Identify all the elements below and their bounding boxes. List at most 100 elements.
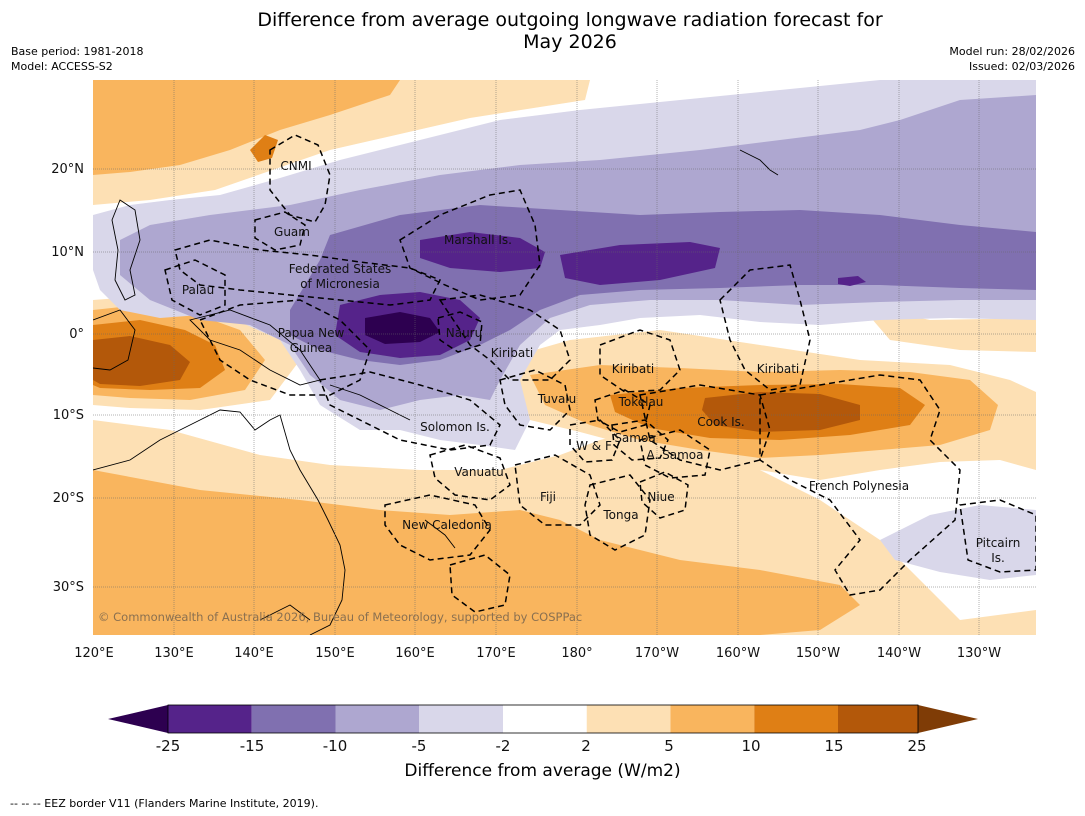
label-new-caledonia: New Caledonia (402, 518, 492, 532)
eez-new-caledonia (384, 494, 491, 561)
anomaly-band-neg15-neg25-north (420, 232, 545, 272)
eez-borders (164, 134, 1036, 613)
eez-marshall (399, 189, 541, 301)
label-american-samoa: A. Samoa (647, 448, 704, 462)
colorbar-segment-6 (586, 705, 671, 733)
label-guam: Guam (274, 225, 310, 239)
eez-wallis-futuna (569, 419, 621, 463)
eez-kiribati-line (719, 264, 811, 391)
longitude-axis: 120°E 130°E 140°E 150°E 160°E 170°E 180°… (74, 646, 1001, 661)
eez-fiji (514, 454, 601, 526)
eez-tokelau (594, 389, 651, 433)
new-zealand-coast (259, 604, 311, 621)
colorbar-tick-2: -15 (240, 737, 265, 755)
copyright-notice: © Commonwealth of Australia 2026, Bureau… (98, 610, 582, 624)
eez-solomon (318, 371, 501, 451)
colorbar-segment-5 (503, 705, 587, 733)
lat-label-20n: 20°N (51, 162, 84, 177)
new-caledonia-coast (424, 519, 456, 549)
issued-date: Issued: 02/03/2026 (968, 60, 1075, 73)
label-vanuatu: Vanuatu (454, 465, 504, 479)
label-tonga: Tonga (602, 508, 638, 522)
anomaly-band-neg2-neg5-pitcairn (880, 505, 1036, 580)
anomaly-band-5-10-south (93, 470, 860, 635)
label-french-polynesia: French Polynesia (809, 479, 909, 493)
label-png-line1: Papua New (278, 326, 345, 340)
model-run: Model run: 28/02/2026 (949, 45, 1075, 58)
lon-label-170w: 170°W (635, 646, 679, 661)
anomaly-band-5-10-north (93, 80, 400, 175)
eez-png (198, 299, 371, 396)
label-marshall-islands: Marshall Is. (444, 233, 512, 247)
lon-label-160e: 160°E (395, 646, 435, 661)
label-samoa: Samoa (614, 431, 655, 445)
colorbar-segment-7 (670, 705, 755, 733)
lat-label-30s: 30°S (53, 580, 84, 595)
eez-guam (254, 211, 306, 251)
eez-pitcairn (959, 499, 1036, 573)
label-pitcairn-line2: Is. (991, 551, 1005, 565)
lat-label-20s: 20°S (53, 491, 84, 506)
label-cook-islands: Cook Is. (697, 415, 744, 429)
map-title-line2: May 2026 (523, 31, 617, 53)
eez-cook-islands (639, 384, 771, 471)
colorbar-lower-extension (108, 705, 168, 733)
colorbar-tick-5: -2 (496, 737, 511, 755)
coastlines (93, 149, 779, 635)
lon-label-180: 180° (561, 646, 592, 661)
colorbar-segment-4 (419, 705, 503, 733)
colorbar-outline (167, 704, 919, 734)
label-tokelau: Tokelau (618, 395, 664, 409)
colorbar-tick-7: 5 (664, 737, 674, 755)
label-kiribati-gilberts: Kiribati (491, 346, 533, 360)
colorbar-tick-3: -10 (323, 737, 348, 755)
lat-label-10n: 10°N (51, 245, 84, 260)
lon-label-160w: 160°W (716, 646, 760, 661)
colorbar-segment-3 (335, 705, 420, 733)
graticule (93, 80, 1036, 635)
lat-label-10s: 10°S (53, 408, 84, 423)
lon-label-150w: 150°W (796, 646, 840, 661)
anomaly-band-15-25-central (702, 392, 860, 432)
model-name: Model: ACCESS-S2 (11, 60, 113, 73)
label-fiji: Fiji (540, 490, 556, 504)
colorbar-tick-8: 10 (741, 737, 760, 755)
label-wallis-futuna: W & F (576, 439, 612, 453)
label-palau: Palau (182, 283, 214, 297)
eez-cnmi (269, 134, 331, 223)
colorbar-tick-6: 2 (581, 737, 591, 755)
eez-kiribati-phoenix (599, 329, 681, 393)
lon-label-140w: 140°W (877, 646, 921, 661)
lon-label-130w: 130°W (957, 646, 1001, 661)
eez-footnote: -- -- -- EEZ border V11 (Flanders Marine… (10, 797, 319, 810)
label-solomon-islands: Solomon Is. (420, 420, 490, 434)
colorbar-tick-9: 15 (824, 737, 843, 755)
eez-american-samoa (639, 429, 711, 479)
label-kiribati-line: Kiribati (757, 362, 799, 376)
colorbar-tick-1: -25 (156, 737, 181, 755)
anomaly-band-below-neg25 (365, 312, 440, 344)
label-pitcairn-line1: Pitcairn (976, 536, 1021, 550)
eez-vanuatu (429, 444, 511, 501)
colorbar-label: Difference from average (W/m2) (404, 761, 681, 781)
eez-french-polynesia (759, 374, 961, 596)
lon-label-120e: 120°E (74, 646, 114, 661)
lon-label-140e: 140°E (234, 646, 274, 661)
eez-nauru (437, 311, 483, 353)
colorbar-segment-8 (754, 705, 838, 733)
lat-label-0: 0° (69, 327, 84, 342)
colorbar-segment-9 (838, 705, 918, 733)
colorbar-upper-extension (918, 705, 978, 733)
label-fsm-line2: of Micronesia (300, 277, 380, 291)
anomaly-band-neg15-neg25-east (560, 242, 720, 285)
anomaly-patch-neg15-neg25-small (838, 276, 866, 286)
eez-palau (164, 259, 226, 316)
lon-label-170e: 170°E (476, 646, 516, 661)
colorbar-tick-4: -5 (412, 737, 427, 755)
place-labels: CNMI Guam Marshall Is. Federated States … (182, 159, 1020, 565)
anomaly-band-15-25-west (93, 336, 190, 386)
label-niue: Niue (647, 490, 674, 504)
eez-kiribati-gilberts (438, 294, 571, 381)
colorbar-segment-1 (168, 705, 252, 733)
